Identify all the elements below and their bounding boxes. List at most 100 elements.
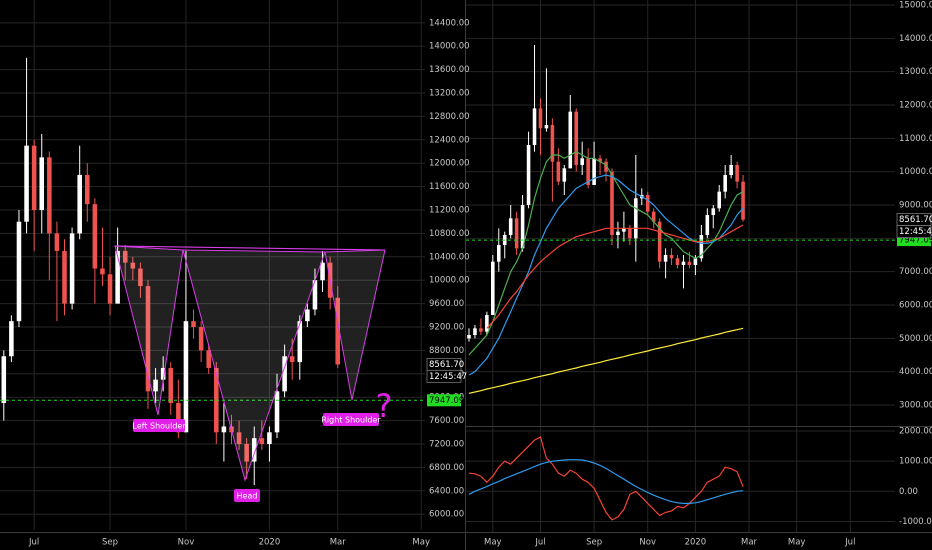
price-tag-label: 7947.09 — [429, 396, 464, 406]
candle-body — [556, 161, 561, 182]
x-tick-label: Sep — [586, 538, 602, 548]
candle-body — [586, 158, 590, 185]
candle-body — [669, 255, 674, 259]
candle-body — [735, 165, 739, 182]
candle-body — [236, 432, 242, 445]
y-tick-label: 7200.00 — [429, 440, 464, 450]
y-tick-label: 0.00 — [899, 487, 918, 497]
countdown-tag — [896, 225, 932, 239]
head-area — [182, 249, 326, 482]
candle-body — [592, 158, 596, 185]
candle-body — [92, 204, 98, 269]
candle-body — [657, 221, 662, 262]
x-tick-label: 2020 — [685, 538, 707, 548]
candle-body — [153, 379, 158, 392]
candle-body — [610, 171, 614, 235]
candle-body — [138, 268, 143, 287]
candle-body — [598, 158, 602, 162]
candle-body — [574, 111, 579, 165]
y-tick-label: 6800.00 — [429, 463, 464, 473]
candle-body — [526, 145, 531, 205]
y-tick-label: 9000.00 — [899, 201, 932, 211]
candle-body — [634, 198, 638, 239]
annotation: ? — [376, 387, 393, 425]
candle-body — [729, 165, 733, 175]
y-tick-label: 5000.00 — [899, 334, 932, 344]
candle-body — [520, 205, 525, 249]
candle-body — [297, 321, 303, 363]
candle-body — [24, 145, 29, 222]
candle-body — [54, 233, 60, 251]
candle-body — [259, 438, 265, 445]
candle-body — [198, 327, 204, 351]
candle-body — [645, 195, 650, 212]
candle-body — [16, 221, 22, 322]
y-tick-label: 9200.00 — [429, 323, 464, 333]
candle-body — [274, 391, 280, 433]
candle-body — [705, 215, 710, 235]
annotation: Right Shoulder — [321, 416, 381, 425]
y-tick-label: 6000.00 — [429, 510, 464, 520]
candle-body — [741, 181, 745, 220]
y-tick-label: 11000.00 — [899, 134, 932, 144]
candle-body — [107, 274, 113, 304]
y-tick-label: 8800.00 — [429, 346, 464, 356]
label-box — [323, 413, 379, 426]
candle-body — [479, 328, 483, 332]
candle-body — [176, 403, 181, 433]
candle-body — [622, 228, 626, 232]
candle-body — [191, 321, 196, 328]
label-box — [133, 419, 185, 432]
candle-body — [723, 175, 727, 192]
candle-body — [305, 309, 310, 322]
candle-body — [77, 174, 82, 234]
y-tick-label: 1000.00 — [899, 457, 932, 467]
candle-body — [687, 261, 692, 265]
candle-body — [663, 255, 668, 262]
countdown-label: 12:45:47 — [899, 227, 932, 237]
indicator-line — [468, 151, 744, 356]
candle-body — [628, 228, 632, 239]
x-tick-label: May — [788, 538, 806, 548]
candle-body — [335, 297, 340, 365]
candle-body — [320, 262, 325, 281]
price-tag-label: 7947.09 — [899, 236, 932, 246]
candle-body — [221, 426, 227, 433]
candle-body — [699, 235, 704, 259]
candle-body — [538, 108, 543, 129]
label-box — [234, 489, 260, 502]
candle-body — [282, 356, 287, 392]
candle-body — [9, 321, 14, 357]
candle-body — [206, 350, 211, 368]
left-shoulder-area — [114, 245, 184, 416]
candle-body — [711, 208, 716, 215]
y-tick-label: 4000.00 — [899, 367, 932, 377]
candle-body — [69, 233, 75, 304]
candle-body — [289, 356, 295, 363]
indicator-line — [468, 436, 744, 521]
candle-body — [485, 315, 489, 332]
y-tick-label: 10000.00 — [429, 276, 470, 286]
x-tick-label: Mar — [330, 538, 347, 548]
y-tick-label: 6000.00 — [899, 301, 932, 311]
candle-body — [62, 250, 67, 304]
candle-body — [312, 280, 318, 310]
y-tick-label: 10400.00 — [429, 252, 470, 262]
y-tick-label: 13000.00 — [899, 67, 932, 77]
candle-body — [491, 261, 495, 315]
candle-body — [130, 262, 136, 269]
right-marks — [466, 45, 895, 394]
candle-body — [675, 258, 680, 265]
last-price-label: 8561.70 — [429, 360, 464, 370]
price-tag — [427, 394, 461, 407]
y-tick-label: 10800.00 — [429, 229, 470, 239]
x-tick-label: Jul — [28, 538, 39, 548]
right-shoulder-area — [324, 249, 386, 401]
y-tick-label: 14400.00 — [429, 18, 470, 28]
y-tick-label: 2000.00 — [899, 427, 932, 437]
x-tick-label: May — [412, 538, 430, 548]
x-tick-label: Nov — [639, 538, 656, 548]
annotation: Left Shoulder — [132, 422, 186, 431]
candle-body — [267, 432, 272, 445]
